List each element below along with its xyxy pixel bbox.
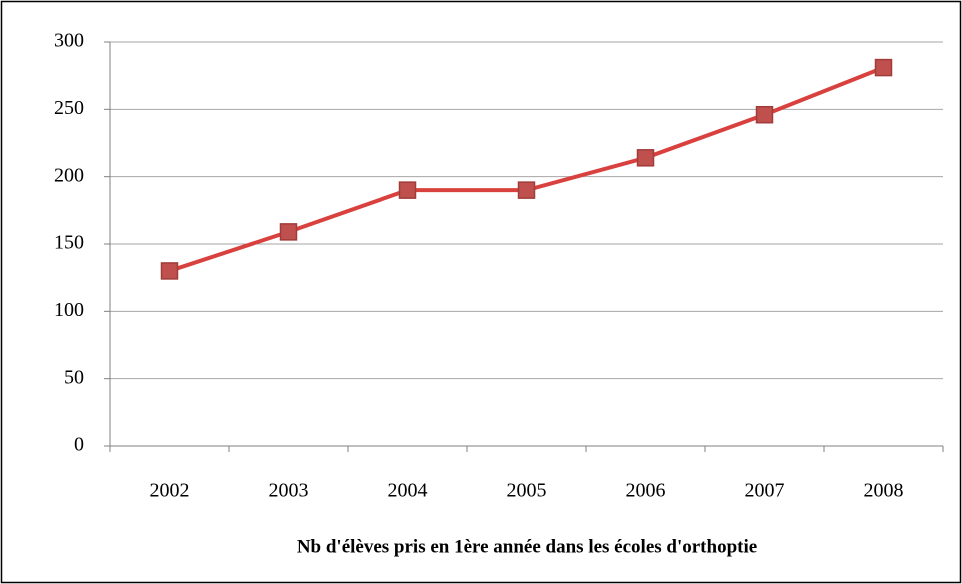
x-tick-label: 2002 — [150, 480, 190, 502]
y-tick-label: 300 — [54, 30, 84, 52]
data-point — [160, 262, 179, 280]
x-tick-label: 2005 — [507, 480, 547, 502]
y-tick-label: 150 — [54, 232, 84, 254]
y-tick-label: 50 — [64, 366, 84, 388]
data-point — [398, 181, 417, 199]
y-tick-label: 200 — [54, 164, 84, 186]
data-point — [755, 105, 774, 124]
y-tick-label: 0 — [74, 434, 84, 456]
x-tick-label: 2006 — [626, 480, 666, 502]
data-point — [636, 149, 655, 167]
data-point — [517, 181, 536, 199]
y-tick-label: 250 — [54, 97, 84, 119]
x-tick-label: 2004 — [388, 480, 428, 502]
x-tick-label: 2007 — [745, 480, 785, 502]
y-tick-label: 100 — [54, 299, 84, 321]
x-axis-title: Nb d'élèves pris en 1ère année dans les … — [297, 536, 757, 557]
data-point — [279, 223, 298, 241]
x-tick-label: 2003 — [269, 480, 309, 502]
x-tick-label: 2008 — [864, 480, 904, 502]
data-point — [874, 58, 893, 77]
